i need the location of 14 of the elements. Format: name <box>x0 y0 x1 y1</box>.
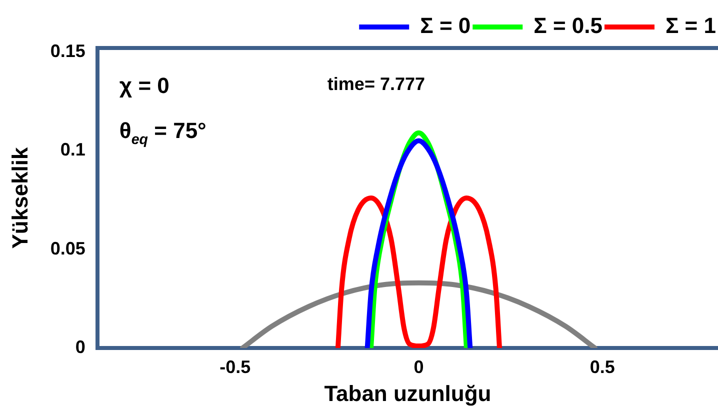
x-tick-label: 0.5 <box>590 356 615 377</box>
annotation: time= 7.777 <box>327 74 426 94</box>
x-axis-title: Taban uzunluğu <box>324 380 492 406</box>
y-axis-title: Yükseklik <box>7 146 32 249</box>
legend-label: Σ = 0 <box>420 13 471 38</box>
y-tick-label: 0.05 <box>50 238 86 258</box>
y-tick-label: 0.15 <box>50 40 86 61</box>
x-tick-label: 0 <box>414 356 424 377</box>
x-tick-label: -0.5 <box>220 356 251 377</box>
y-tick-label: 0 <box>75 336 86 357</box>
legend-label: Σ = 1 <box>665 13 716 38</box>
annotation: χ = 0 <box>119 73 170 98</box>
y-tick-label: 0.1 <box>60 140 86 160</box>
legend-label: Σ = 0.5 <box>534 13 602 38</box>
